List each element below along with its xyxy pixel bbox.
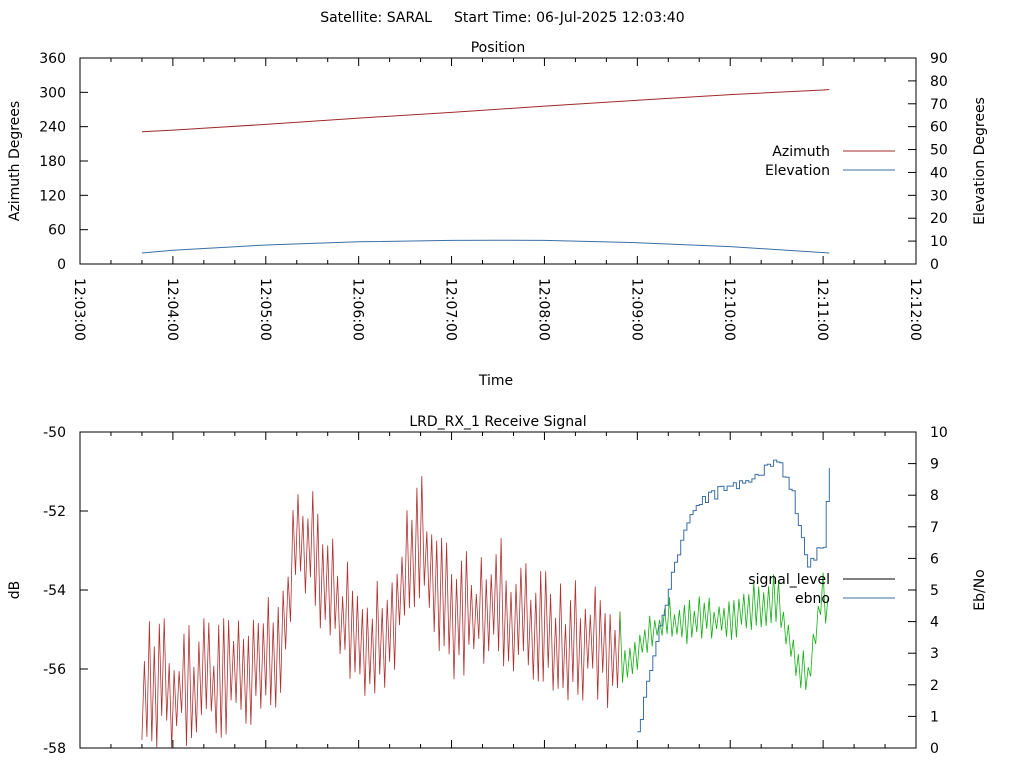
series-line-elevation bbox=[141, 239, 830, 254]
plot-frame bbox=[79, 431, 917, 749]
y2-tick-label: 40 bbox=[930, 165, 948, 181]
y2-tick-label: 70 bbox=[930, 97, 948, 113]
y2-tick-label: 2 bbox=[930, 678, 939, 694]
x-tick-label: 12:03:00 bbox=[71, 278, 87, 341]
x-tick-label: 12:04:00 bbox=[164, 278, 180, 341]
y2-tick-label: 0 bbox=[930, 741, 939, 757]
y2-tick-label: 9 bbox=[930, 457, 939, 473]
legend-label: ebno bbox=[795, 591, 830, 607]
legend-label: Azimuth bbox=[772, 144, 830, 160]
x-tick-label: 12:10:00 bbox=[721, 278, 737, 341]
series-line-signal-level-green bbox=[619, 572, 829, 691]
series-line-azimuth bbox=[141, 89, 830, 133]
y-tick-label: 0 bbox=[57, 257, 66, 273]
x-tick-label: 12:05:00 bbox=[257, 278, 273, 341]
y2-tick-label: 60 bbox=[930, 120, 948, 136]
y2-axis-label: Elevation Degrees bbox=[972, 97, 988, 225]
y-tick-label: 300 bbox=[39, 85, 66, 101]
x-tick-label: 12:06:00 bbox=[350, 278, 366, 341]
y-axis-label: Azimuth Degrees bbox=[7, 101, 23, 221]
y2-tick-label: 8 bbox=[930, 488, 939, 504]
y-tick-label: -52 bbox=[43, 504, 66, 520]
x-tick-label: 12:11:00 bbox=[814, 278, 830, 341]
x-tick-label: 12:08:00 bbox=[535, 278, 551, 341]
y-tick-label: 60 bbox=[48, 223, 66, 239]
y2-tick-label: 90 bbox=[930, 51, 948, 67]
legend-label: Elevation bbox=[765, 163, 830, 179]
chart-title: LRD_RX_1 Receive Signal bbox=[409, 414, 586, 430]
start-time-label: Start Time: 06-Jul-2025 12:03:40 bbox=[454, 10, 685, 26]
y-tick-label: 360 bbox=[39, 51, 66, 67]
y-tick-label: -50 bbox=[43, 425, 66, 441]
y2-tick-label: 10 bbox=[930, 425, 948, 441]
series-line-signal-level-red bbox=[141, 476, 621, 749]
series-line-ebno bbox=[637, 459, 830, 733]
position-chart: Position 0 60 120 180 240 300 360 0 10 20 30 40 50 60 7… bbox=[7, 40, 988, 389]
y-tick-label: 240 bbox=[39, 120, 66, 136]
y2-tick-label: 80 bbox=[930, 74, 948, 90]
y-tick-label: 120 bbox=[39, 188, 66, 204]
y2-tick-label: 1 bbox=[930, 709, 939, 725]
satellite-label: Satellite: SARAL bbox=[320, 10, 432, 26]
y-tick-label: -56 bbox=[43, 662, 66, 678]
y2-tick-label: 50 bbox=[930, 143, 948, 159]
y2-tick-label: 30 bbox=[930, 188, 948, 204]
y2-tick-label: 20 bbox=[930, 211, 948, 227]
x-tick-label: 12:12:00 bbox=[907, 278, 923, 341]
legend-label: signal_level bbox=[748, 572, 830, 588]
y2-tick-label: 4 bbox=[930, 615, 939, 631]
x-axis-label: Time bbox=[478, 373, 513, 389]
y-axis-label: dB bbox=[7, 581, 23, 600]
y2-tick-label: 7 bbox=[930, 520, 939, 536]
y-tick-label: -54 bbox=[43, 583, 66, 599]
chart-title: Position bbox=[471, 40, 526, 56]
y2-tick-label: 10 bbox=[930, 234, 948, 250]
x-tick-label: 12:07:00 bbox=[443, 278, 459, 341]
plot-frame bbox=[79, 57, 917, 265]
y2-tick-label: 0 bbox=[930, 257, 939, 273]
receive-signal-chart: LRD_RX_1 Receive Signal -58 -56 -54 -52 -50 0 1… bbox=[7, 414, 988, 757]
y2-axis-label: Eb/No bbox=[972, 569, 988, 611]
y2-tick-label: 5 bbox=[930, 583, 939, 599]
y-tick-label: 180 bbox=[39, 154, 66, 170]
y2-tick-label: 3 bbox=[930, 646, 939, 662]
y-tick-label: -58 bbox=[43, 741, 66, 757]
y2-tick-label: 6 bbox=[930, 551, 939, 567]
x-tick-label: 12:09:00 bbox=[628, 278, 644, 341]
